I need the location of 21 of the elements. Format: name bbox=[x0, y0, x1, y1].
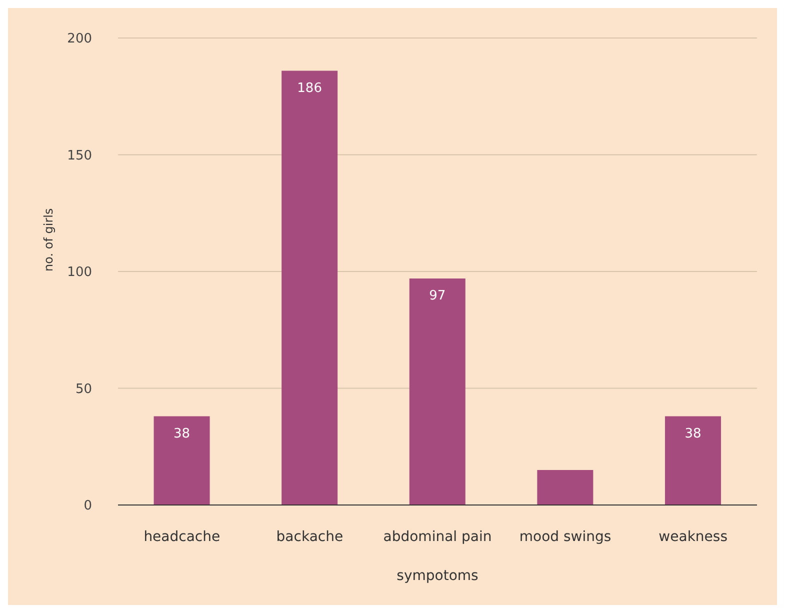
y-axis-title: no. of girls bbox=[41, 208, 56, 272]
y-tick-label: 100 bbox=[67, 265, 92, 280]
x-axis-title: sympotoms bbox=[396, 568, 478, 584]
x-tick-label: abdominal pain bbox=[383, 528, 492, 545]
data-label: 97 bbox=[429, 288, 446, 304]
y-tick-label: 0 bbox=[84, 498, 92, 514]
data-label: 38 bbox=[684, 426, 702, 442]
x-tick-label: weakness bbox=[658, 528, 728, 545]
x-tick-label: headcache bbox=[144, 528, 220, 545]
data-label: 38 bbox=[174, 426, 190, 442]
y-tick-label: 150 bbox=[67, 148, 92, 164]
bar bbox=[409, 278, 466, 505]
x-tick-label: mood swings bbox=[519, 528, 612, 545]
bar bbox=[664, 416, 721, 505]
bar bbox=[154, 416, 210, 505]
y-tick-label: 50 bbox=[75, 382, 92, 397]
x-tick-label: backache bbox=[276, 528, 344, 545]
bar bbox=[282, 70, 338, 505]
y-tick-label: 200 bbox=[67, 32, 92, 47]
data-label: 186 bbox=[297, 80, 322, 96]
bar bbox=[537, 470, 594, 505]
